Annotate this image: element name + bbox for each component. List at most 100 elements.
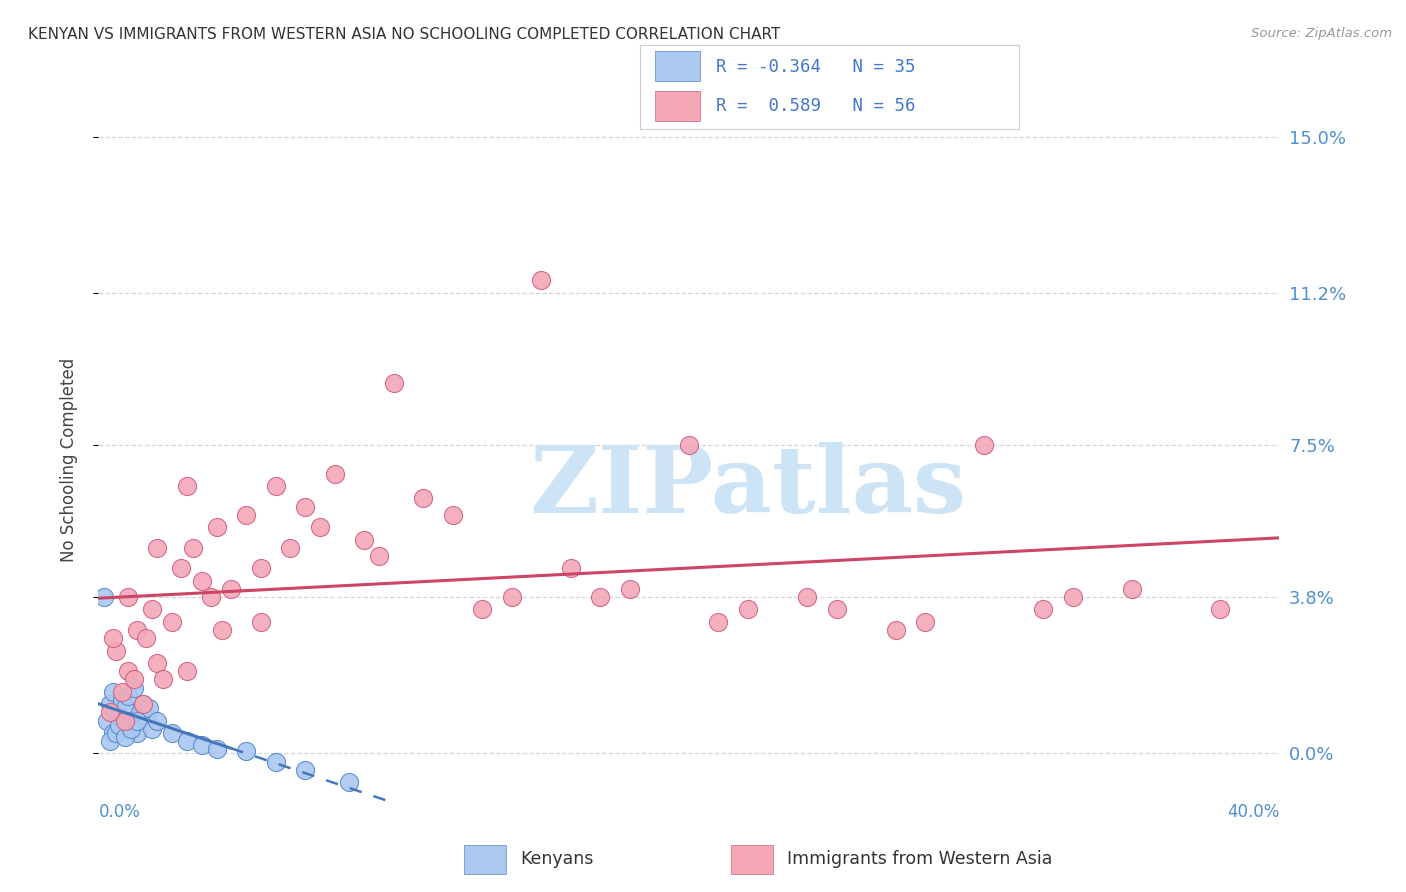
Point: [125, 714, 148, 728]
Point: [1062, 590, 1084, 604]
Point: [211, 623, 233, 637]
Point: [1209, 602, 1232, 616]
Point: [105, 726, 128, 740]
Point: [162, 615, 183, 629]
Text: Kenyans: Kenyans: [520, 849, 593, 868]
Point: [235, 508, 257, 522]
Point: [200, 590, 222, 604]
Point: [471, 602, 494, 616]
Point: [108, 717, 131, 731]
Point: [205, 520, 228, 534]
Point: [98, 697, 121, 711]
Point: [141, 602, 163, 616]
Point: [117, 664, 139, 678]
Point: [96, 714, 118, 728]
Point: [191, 574, 214, 588]
Point: [132, 697, 155, 711]
Point: [250, 561, 273, 575]
Point: [441, 508, 464, 522]
Point: [339, 775, 360, 789]
Point: [105, 643, 128, 657]
Point: [108, 709, 131, 723]
Point: [135, 632, 157, 646]
Point: [162, 726, 183, 740]
Point: [914, 615, 936, 629]
Point: [152, 673, 174, 687]
Text: 40.0%: 40.0%: [1227, 803, 1279, 821]
Point: [235, 744, 257, 758]
Point: [117, 689, 139, 703]
Point: [103, 685, 125, 699]
Point: [125, 623, 148, 637]
Bar: [655, 91, 700, 120]
Point: [135, 709, 157, 723]
Text: KENYAN VS IMMIGRANTS FROM WESTERN ASIA NO SCHOOLING COMPLETED CORRELATION CHART: KENYAN VS IMMIGRANTS FROM WESTERN ASIA N…: [28, 27, 780, 42]
Point: [128, 706, 150, 720]
Point: [111, 685, 134, 699]
Point: [191, 738, 214, 752]
Point: [278, 541, 302, 555]
Text: R =  0.589   N = 56: R = 0.589 N = 56: [716, 97, 915, 115]
Point: [138, 701, 160, 715]
Point: [707, 615, 730, 629]
Point: [98, 734, 121, 748]
Point: [589, 590, 612, 604]
Point: [117, 590, 139, 604]
Point: [111, 693, 134, 707]
Point: [132, 697, 155, 711]
Point: [117, 717, 139, 731]
Point: [884, 623, 907, 637]
Point: [221, 582, 243, 596]
Point: [1032, 602, 1054, 616]
Point: [122, 681, 145, 695]
Point: [98, 706, 121, 720]
Bar: [464, 845, 506, 874]
Point: [111, 722, 134, 736]
Point: [93, 590, 115, 604]
Point: [264, 479, 287, 493]
Text: ZIPatlas: ZIPatlas: [530, 442, 966, 532]
Point: [114, 714, 136, 728]
Point: [141, 722, 163, 736]
Text: Source: ZipAtlas.com: Source: ZipAtlas.com: [1251, 27, 1392, 40]
Point: [120, 722, 142, 736]
Point: [294, 763, 316, 777]
Point: [125, 726, 148, 740]
Point: [294, 500, 316, 514]
Point: [412, 491, 434, 506]
Point: [114, 730, 136, 744]
Point: [170, 561, 193, 575]
Point: [103, 632, 125, 646]
Point: [973, 438, 995, 452]
Point: [530, 273, 553, 287]
Point: [501, 590, 523, 604]
Point: [176, 664, 198, 678]
Point: [105, 706, 128, 720]
Point: [619, 582, 641, 596]
Point: [368, 549, 391, 563]
Text: R = -0.364   N = 35: R = -0.364 N = 35: [716, 58, 915, 76]
Point: [1121, 582, 1143, 596]
Point: [825, 602, 848, 616]
Point: [205, 742, 228, 756]
Point: [796, 590, 818, 604]
Point: [181, 541, 204, 555]
Point: [560, 561, 582, 575]
Text: Immigrants from Western Asia: Immigrants from Western Asia: [787, 849, 1053, 868]
Point: [176, 734, 198, 748]
Point: [264, 755, 287, 769]
Point: [146, 541, 169, 555]
Point: [146, 656, 169, 670]
Point: [309, 520, 332, 534]
Point: [146, 714, 169, 728]
Point: [114, 701, 136, 715]
Point: [382, 376, 405, 391]
Point: [678, 438, 700, 452]
Point: [176, 479, 198, 493]
Point: [737, 602, 759, 616]
Bar: [731, 845, 773, 874]
Text: 0.0%: 0.0%: [98, 803, 141, 821]
Bar: [655, 52, 700, 81]
Point: [103, 726, 125, 740]
Point: [120, 714, 142, 728]
